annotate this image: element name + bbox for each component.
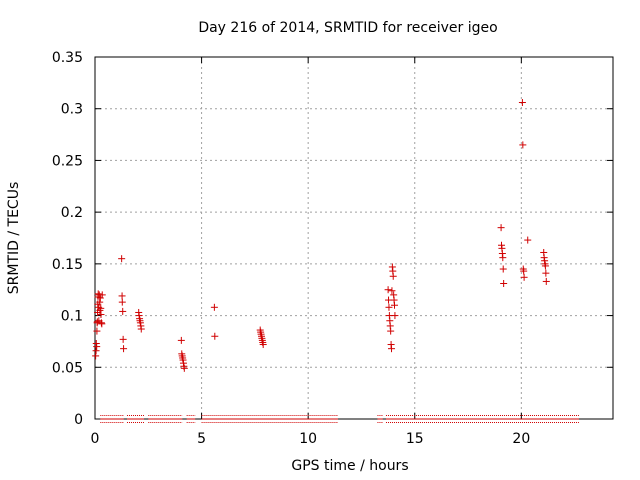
data-point [391, 312, 399, 320]
x-tick-label: 15 [406, 431, 424, 447]
data-point [519, 141, 527, 149]
y-tick-label: 0.05 [52, 360, 83, 376]
data-point [98, 320, 106, 328]
data-point [119, 335, 127, 343]
x-tick-label: 10 [299, 431, 317, 447]
data-point [93, 343, 101, 351]
data-point [542, 277, 550, 285]
data-point [180, 364, 188, 372]
data-point [119, 307, 127, 315]
data-point [389, 272, 397, 280]
data-point [387, 327, 395, 335]
data-point [497, 224, 505, 232]
zero-value-run [377, 415, 383, 423]
y-tick-label: 0.15 [52, 257, 83, 273]
data-point [520, 273, 528, 281]
y-tick-label: 0.3 [61, 102, 83, 118]
axis-ticks: 0 0.05 0.1 0.15 0.2 0.25 0.3 0.35 0 5 10 15 20 [52, 50, 613, 447]
data-point [118, 255, 126, 263]
data-point [118, 298, 126, 306]
data-point [499, 265, 507, 273]
y-tick-label: 0.35 [52, 50, 83, 66]
data-point [120, 345, 128, 353]
data-point [388, 345, 396, 353]
data-point [210, 303, 218, 311]
y-tick-label: 0.2 [61, 205, 83, 221]
data-point [93, 327, 101, 335]
data-point [177, 336, 185, 344]
x-tick-label: 20 [512, 431, 530, 447]
zero-value-run [385, 415, 579, 423]
data-point [391, 301, 399, 309]
data-point [388, 287, 396, 295]
y-tick-label: 0 [74, 412, 83, 428]
data-point [520, 267, 528, 275]
data-point [96, 298, 104, 306]
data-point [97, 304, 105, 312]
data-point [93, 318, 101, 326]
data-point [542, 269, 550, 277]
data-point [385, 303, 393, 311]
y-tick-label: 0.1 [61, 309, 83, 325]
x-tick-label: 0 [91, 431, 100, 447]
data-point [118, 292, 126, 300]
data-point [500, 280, 508, 288]
data-point [98, 291, 106, 299]
data-point [384, 286, 392, 294]
data-point [92, 347, 100, 355]
data-points [92, 99, 579, 423]
zero-value-run [126, 415, 145, 423]
data-point [518, 99, 526, 107]
data-point [259, 341, 267, 349]
data-point [211, 332, 219, 340]
grid-lines [95, 57, 613, 419]
x-axis-title: GPS time / hours [291, 458, 408, 474]
x-tick-label: 5 [197, 431, 206, 447]
data-point [499, 254, 507, 262]
plot-frame [94, 56, 614, 420]
zero-value-run [201, 415, 339, 423]
data-point [97, 311, 105, 319]
y-tick-label: 0.25 [52, 153, 83, 169]
zero-value-run [148, 415, 183, 423]
data-point [137, 325, 145, 333]
data-point [94, 290, 102, 298]
data-point [524, 236, 532, 244]
zero-value-run [100, 415, 124, 423]
y-axis-title: SRMTID / TECUs [6, 182, 22, 295]
data-point [541, 262, 549, 270]
chart-title: Day 216 of 2014, SRMTID for receiver ige… [198, 20, 497, 36]
zero-value-run [186, 415, 196, 423]
